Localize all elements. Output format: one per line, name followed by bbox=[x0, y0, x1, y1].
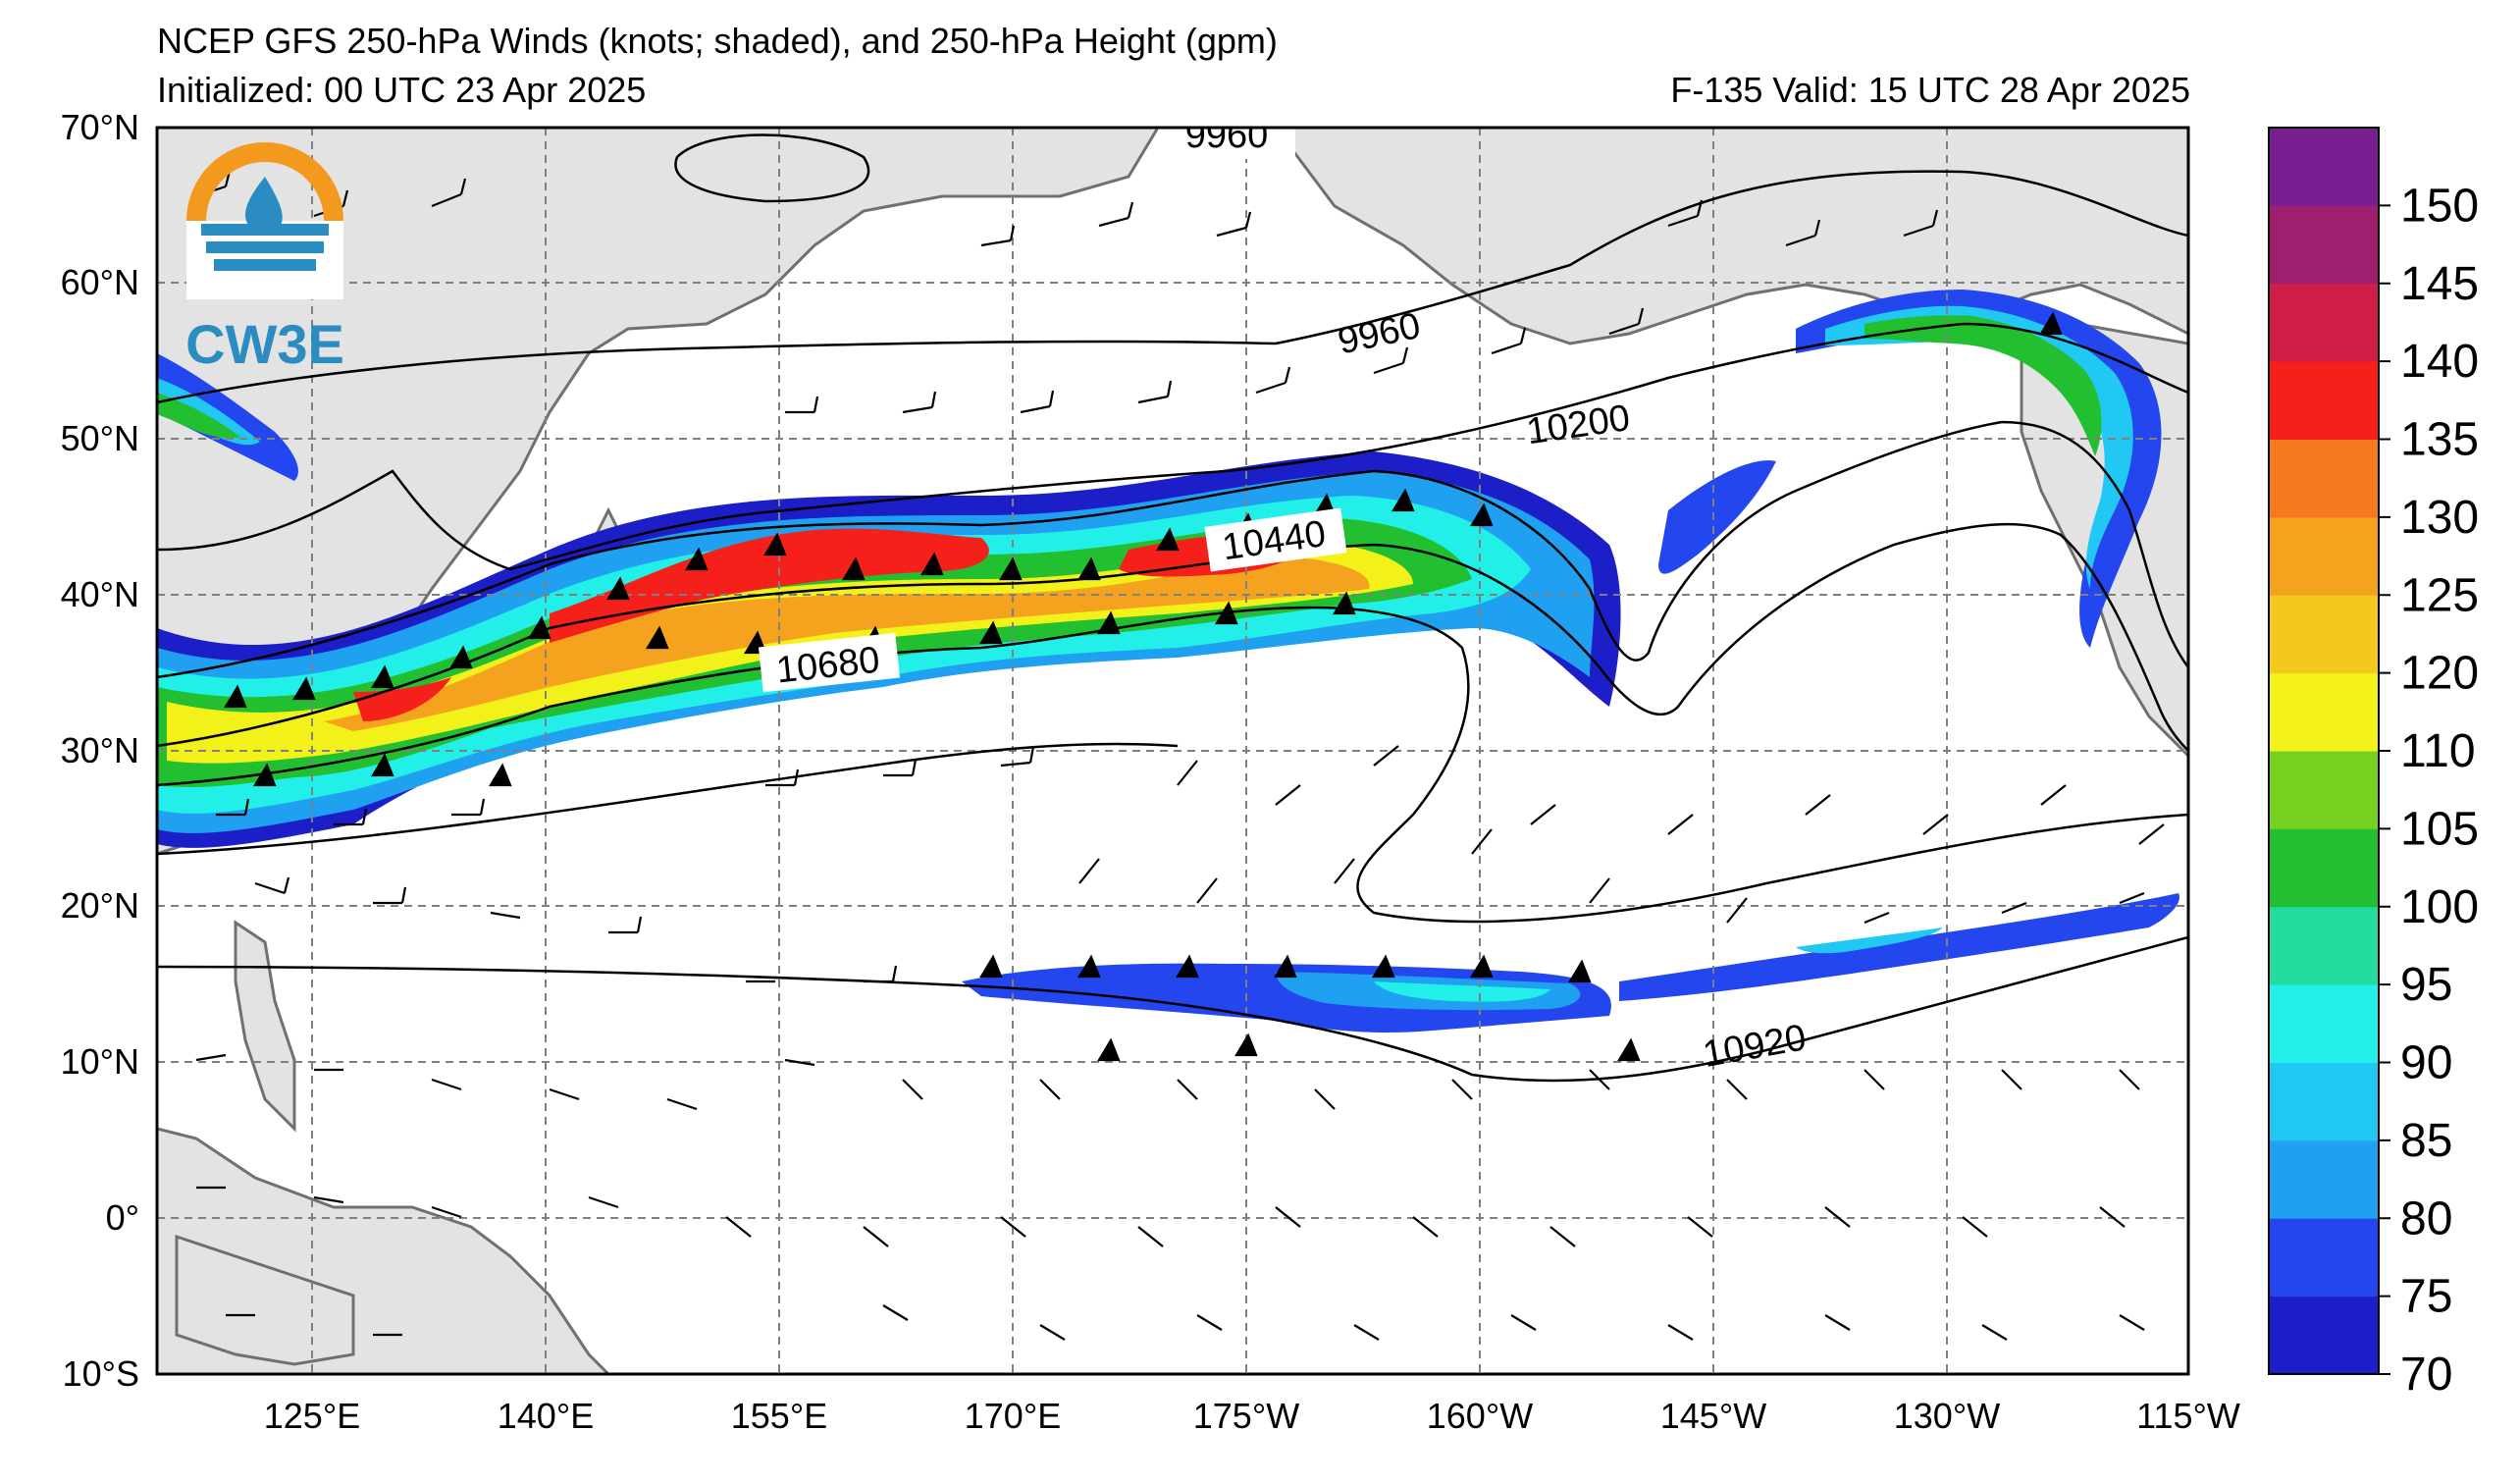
colorbar-label: 75 bbox=[2400, 1271, 2452, 1323]
colorbar-swatch bbox=[2269, 516, 2379, 596]
colorbar-swatch bbox=[2269, 1218, 2379, 1298]
plot-frame bbox=[155, 126, 2190, 1376]
alaska-land bbox=[1274, 128, 2188, 345]
contour-label-bg bbox=[1204, 507, 1347, 572]
lat-label: 0° bbox=[106, 1197, 139, 1238]
lat-label: 10°N bbox=[61, 1041, 139, 1082]
colorbar-swatch bbox=[2269, 984, 2379, 1063]
lat-label: 50°N bbox=[61, 418, 139, 458]
lat-label: 40°N bbox=[61, 574, 139, 614]
lon-label: 130°W bbox=[1894, 1396, 2000, 1436]
lon-label: 170°E bbox=[965, 1396, 1061, 1436]
lon-label: 125°E bbox=[264, 1396, 360, 1436]
colorbar-label: 105 bbox=[2400, 803, 2479, 855]
lat-label: 20°N bbox=[61, 885, 139, 926]
colorbar-label: 80 bbox=[2400, 1192, 2452, 1245]
colorbar-swatch bbox=[2269, 1062, 2379, 1141]
colorbar-label: 85 bbox=[2400, 1115, 2452, 1167]
colorbar-label: 110 bbox=[2400, 725, 2476, 777]
contour-label-bg bbox=[758, 632, 901, 693]
colorbar-label: 100 bbox=[2400, 881, 2479, 933]
colorbar-label: 125 bbox=[2400, 569, 2479, 621]
lon-label: 155°E bbox=[731, 1396, 827, 1436]
lat-label: 60°N bbox=[61, 262, 139, 302]
logo-wave bbox=[206, 241, 324, 253]
graticule bbox=[157, 128, 2188, 1374]
philippines-land bbox=[234, 920, 296, 1133]
lon-label: 160°W bbox=[1427, 1396, 1533, 1436]
colorbar-swatch bbox=[2269, 672, 2379, 752]
colorbar-swatch bbox=[2269, 828, 2379, 908]
colorbar-label: 150 bbox=[2400, 180, 2479, 232]
lon-label: 115°W bbox=[2136, 1396, 2240, 1436]
init-time: Initialized: 00 UTC 23 Apr 2025 bbox=[157, 70, 647, 110]
colorbar-label: 120 bbox=[2400, 648, 2479, 700]
lat-label: 30°N bbox=[61, 730, 139, 770]
colorbar-swatch bbox=[2269, 906, 2379, 985]
contour-label: 9960 bbox=[1185, 115, 1269, 156]
colorbar: 70 75 80 85 90 95 100 105 110 120 125 130 135 140 145 1… bbox=[2268, 127, 2479, 1401]
colorbar-swatch bbox=[2269, 751, 2379, 829]
colorbar-swatch bbox=[2269, 1296, 2379, 1375]
colorbar-swatch bbox=[2269, 361, 2379, 440]
indonesia-land bbox=[175, 1234, 355, 1366]
colorbar-label: 135 bbox=[2400, 414, 2479, 466]
contour-label-bg bbox=[1158, 128, 1295, 159]
colorbar-swatch bbox=[2269, 439, 2379, 518]
colorbar-swatch bbox=[2269, 205, 2379, 285]
lon-label: 175°W bbox=[1193, 1396, 1299, 1436]
latitude-labels: 70°N 60°N 50°N 40°N 30°N 20°N 10°N 0° 10… bbox=[61, 107, 139, 1394]
lon-label: 145°W bbox=[1660, 1396, 1766, 1436]
colorbar-label: 95 bbox=[2400, 959, 2452, 1011]
colorbar-label: 90 bbox=[2400, 1037, 2452, 1089]
lat-label: 10°S bbox=[63, 1353, 139, 1394]
logo-wave bbox=[214, 259, 316, 271]
logo-text: CW3E bbox=[185, 313, 344, 375]
colorbar-label: 130 bbox=[2400, 492, 2479, 544]
height-contours bbox=[157, 133, 2188, 1083]
colorbar-label: 70 bbox=[2400, 1349, 2452, 1401]
colorbar-swatch bbox=[2269, 1139, 2379, 1219]
lon-label: 140°E bbox=[498, 1396, 594, 1436]
colorbar-swatch bbox=[2269, 128, 2379, 206]
map-title: NCEP GFS 250-hPa Winds (knots; shaded), … bbox=[157, 21, 1278, 61]
colorbar-label: 140 bbox=[2400, 336, 2479, 388]
longitude-labels: 125°E 140°E 155°E 170°E 175°W 160°W 145°… bbox=[264, 1396, 2240, 1436]
colorbar-swatch bbox=[2269, 283, 2379, 362]
cw3e-logo: CW3E bbox=[185, 142, 344, 375]
lat-label: 70°N bbox=[61, 107, 139, 147]
valid-time: F-135 Valid: 15 UTC 28 Apr 2025 bbox=[1670, 70, 2190, 110]
colorbar-swatch bbox=[2269, 595, 2379, 674]
water-drop-icon bbox=[245, 177, 283, 236]
colorbar-label: 145 bbox=[2400, 258, 2479, 310]
